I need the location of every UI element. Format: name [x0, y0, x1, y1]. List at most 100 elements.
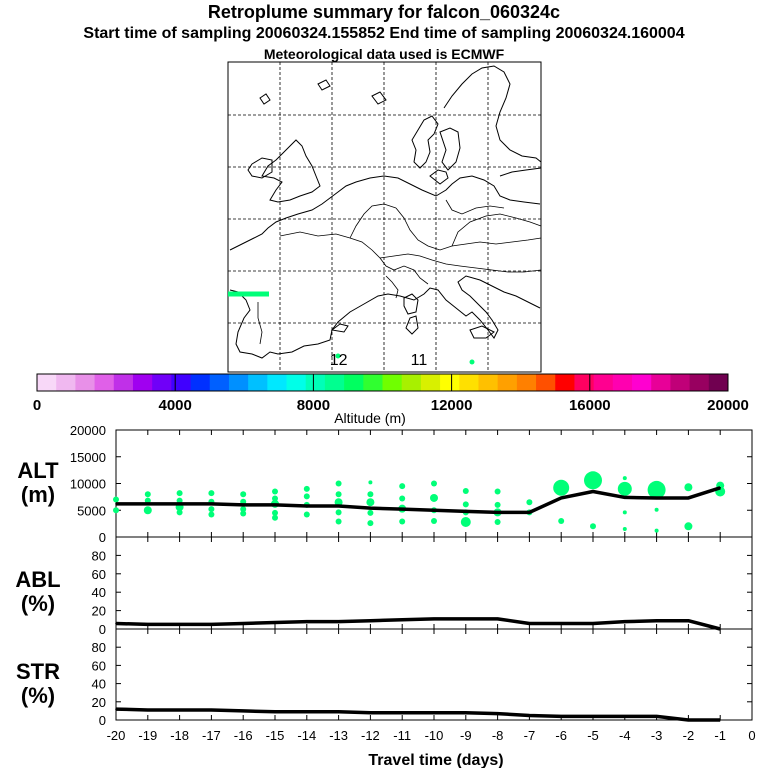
alt-data-point	[210, 503, 213, 505]
abl-data-point	[369, 619, 372, 622]
colorbar-swatch	[171, 374, 192, 391]
alt-data-point	[306, 505, 308, 507]
altitude-cluster-point	[367, 520, 374, 527]
alt-data-point	[401, 508, 404, 510]
altitude-cluster-point	[335, 509, 342, 516]
abl-data-point	[306, 620, 308, 623]
x-tick-label: -12	[361, 728, 380, 743]
altitude-cluster-point	[113, 496, 119, 503]
colorbar-label: Altitude (m)	[334, 410, 406, 426]
timeseries-panels: 05000100001500020000ALT(m)020406080ABL(%…	[15, 423, 755, 768]
x-tick-label: -19	[138, 728, 157, 743]
country-borders	[257, 199, 542, 345]
alt-data-point	[592, 490, 594, 493]
abl-data-point	[465, 618, 467, 620]
altitude-cluster-point	[462, 487, 469, 494]
abl-panel: 0 20 40 60 80 ABL(%)	[15, 536, 753, 637]
altitude-cluster-point	[240, 510, 247, 517]
str-data-point	[496, 712, 499, 715]
altitude-cluster-point	[584, 471, 602, 490]
alt-data-point	[687, 497, 690, 499]
colorbar-swatch	[113, 374, 134, 391]
colorbar-swatch	[94, 374, 115, 391]
x-tick-label: -1	[714, 728, 726, 743]
altitude-cluster-point	[684, 483, 693, 492]
map-panel: 12 11	[227, 61, 542, 373]
altitude-cluster-point	[431, 517, 437, 524]
altitude-cluster-point	[272, 509, 278, 516]
altitude-cluster-point	[622, 476, 627, 481]
colorbar-swatch	[497, 374, 518, 391]
str-data-point	[147, 709, 149, 711]
x-tick-label: -10	[425, 728, 444, 743]
str-data-point	[337, 711, 340, 713]
abl-data-point	[528, 622, 531, 625]
alt-data-point	[719, 486, 721, 489]
altitude-cluster-point	[335, 480, 342, 487]
colorbar-swatch	[152, 374, 172, 391]
map-graticule	[228, 62, 541, 372]
x-tick-label: -6	[555, 728, 567, 743]
y-axis-label: (%)	[21, 591, 55, 616]
altitude-cluster-point	[272, 488, 278, 495]
altitude-cluster-point	[303, 485, 310, 492]
x-tick-label: -17	[202, 728, 221, 743]
y-tick-label: 60	[92, 658, 106, 673]
altitude-cluster-point	[622, 510, 627, 515]
altitude-cluster-point	[590, 523, 596, 530]
str-data-point	[210, 709, 213, 711]
x-tick-label: -16	[234, 728, 253, 743]
altitude-cluster-point	[684, 522, 693, 531]
colorbar-swatch	[478, 374, 499, 391]
colorbar-swatch	[440, 374, 460, 391]
y-axis-label: (m)	[21, 482, 55, 507]
colorbar-swatch	[267, 374, 288, 391]
colorbar-tick-label: 4000	[159, 397, 192, 414]
altitude-cluster-point	[494, 488, 501, 495]
coastlines	[229, 65, 542, 359]
y-tick-label: 80	[92, 640, 106, 655]
str-data-point	[433, 711, 435, 714]
plume-label: 12	[330, 352, 348, 369]
plume-label: 11	[411, 352, 428, 369]
str-data-point	[624, 715, 626, 718]
y-axis-label: ABL	[15, 567, 60, 592]
altitude-cluster-point	[366, 498, 375, 507]
alt-data-point	[496, 511, 499, 514]
chart-title: Retroplume summary for falcon_060324c	[207, 2, 561, 22]
map-frame	[227, 61, 542, 373]
x-tick-label: -8	[492, 728, 504, 743]
colorbar-swatch	[670, 374, 691, 391]
colorbar-swatch	[190, 374, 211, 391]
str-data-point	[528, 714, 531, 717]
alt-data-point	[560, 497, 562, 499]
colorbar-swatch	[555, 374, 575, 391]
str-data-point	[369, 711, 372, 714]
x-tick-label: -18	[170, 728, 189, 743]
alt-data-point	[465, 510, 467, 513]
y-tick-label: 0	[99, 713, 106, 728]
str-data-point	[401, 711, 404, 714]
abl-data-point	[274, 621, 276, 624]
alt-data-point	[147, 503, 149, 505]
str-data-point	[115, 708, 117, 710]
colorbar-swatch	[248, 374, 268, 391]
alt-data-point	[655, 497, 658, 499]
altitude-cluster-point	[208, 506, 215, 513]
altitude-cluster-point	[647, 480, 666, 499]
altitude-cluster-point	[654, 507, 659, 512]
x-tick-label: -3	[651, 728, 663, 743]
y-tick-label: 60	[92, 567, 106, 582]
str-frame	[115, 628, 753, 721]
y-tick-label: 15000	[70, 450, 106, 465]
y-tick-label: 0	[99, 622, 106, 637]
x-axis-label: Travel time (days)	[368, 752, 503, 768]
y-tick-label: 5000	[77, 503, 106, 518]
str-data-point	[306, 711, 308, 713]
altitude-cluster-point	[303, 493, 310, 500]
colorbar-swatch	[37, 374, 57, 391]
altitude-cluster-point	[368, 480, 373, 485]
altitude-cluster-point	[240, 491, 247, 498]
str-data-point	[274, 711, 276, 713]
colorbar-swatch	[651, 374, 671, 391]
